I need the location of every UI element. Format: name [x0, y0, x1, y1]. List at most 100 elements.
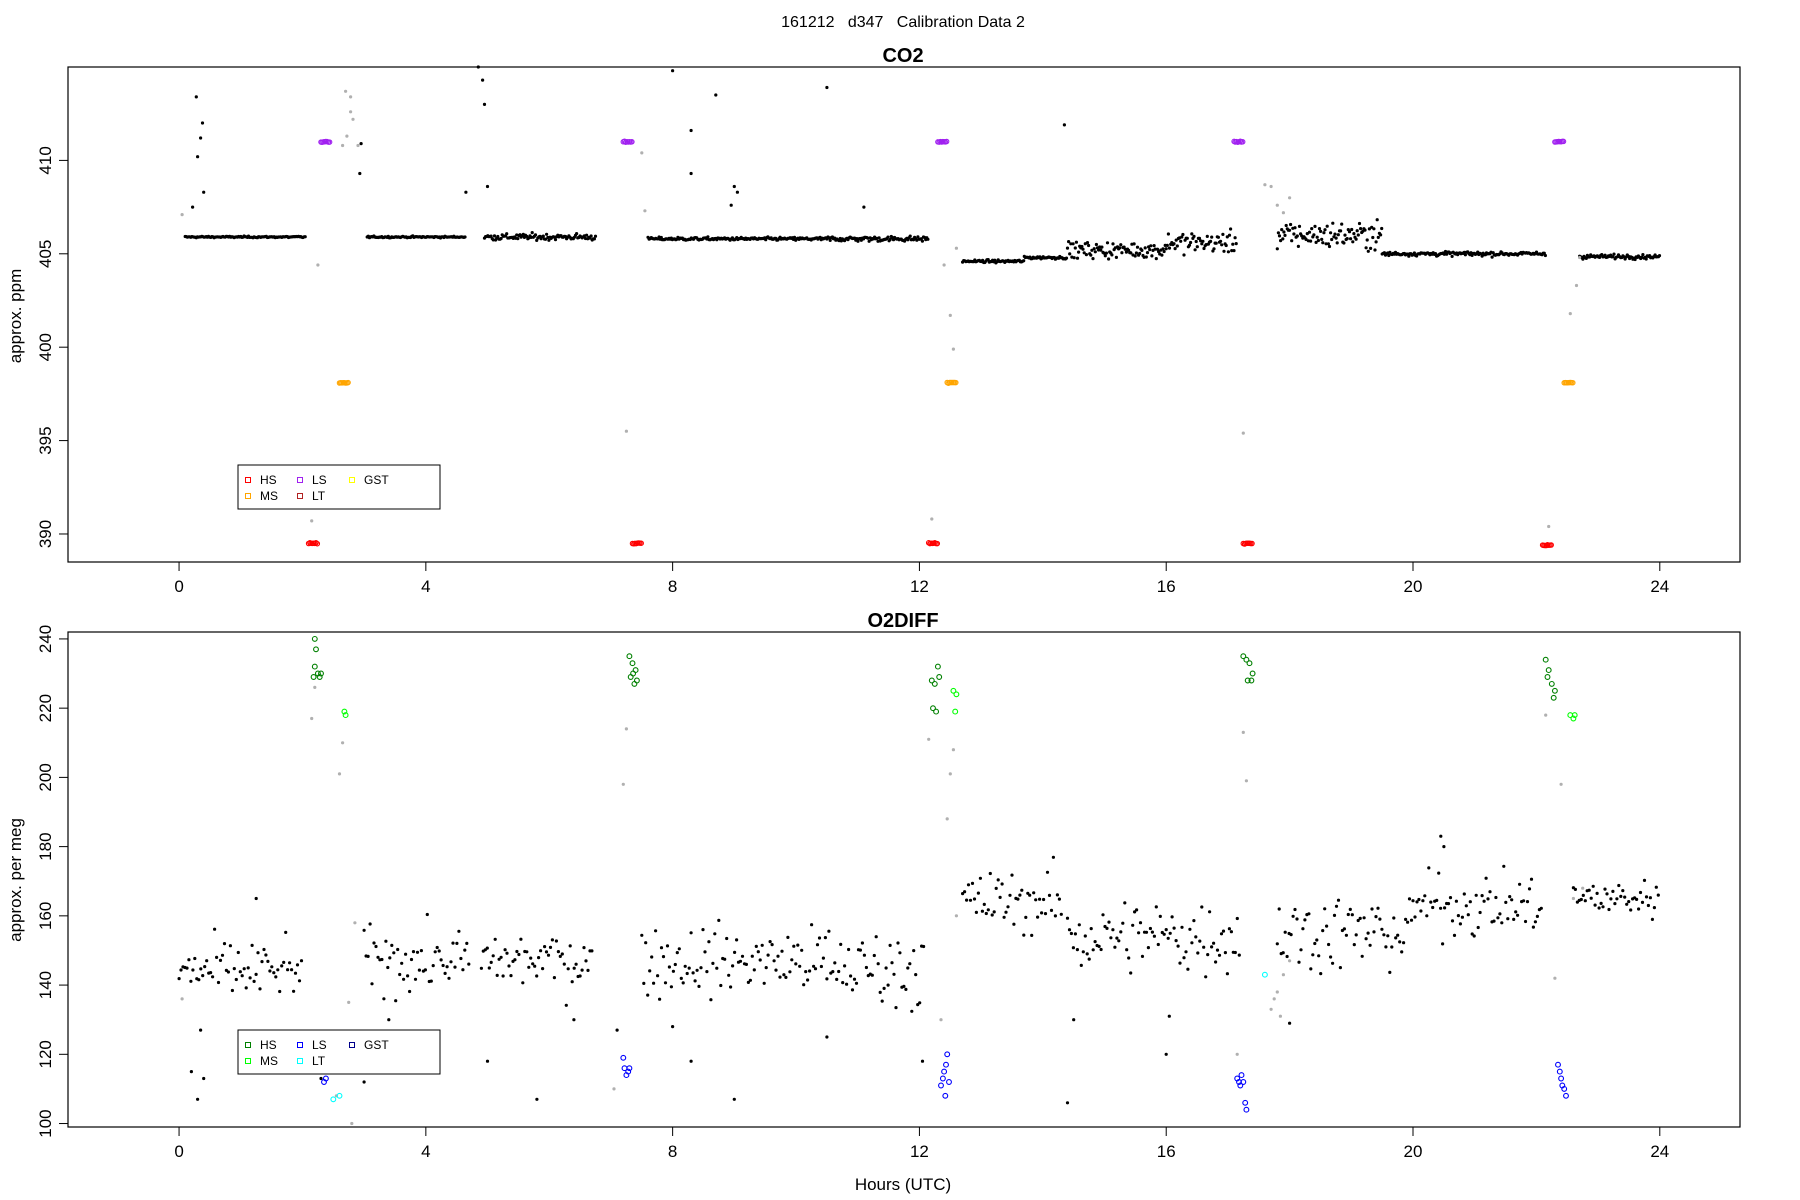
- o2diff-ambient-point: [501, 974, 505, 978]
- co2-flush-point: [1288, 196, 1292, 200]
- o2diff-ls-cal-point: [322, 1075, 329, 1082]
- o2diff-ambient-point: [543, 945, 547, 949]
- o2diff-ambient-point: [433, 950, 437, 954]
- co2-ambient-point: [1315, 235, 1319, 239]
- o2diff-ambient-point: [1591, 884, 1595, 888]
- o2diff-ambient-point: [1654, 885, 1658, 889]
- co2-ambient-point: [464, 190, 468, 194]
- o2diff-ambient-point: [810, 923, 814, 927]
- o2diff-ambient-point: [648, 969, 652, 973]
- co2-y-axis: 390 395 400 405 410: [36, 146, 69, 548]
- co2-ambient-point: [485, 184, 490, 189]
- co2-ambient-point: [1343, 233, 1347, 237]
- co2-ambient-point: [1222, 249, 1226, 253]
- o2diff-hs-cal-point: [311, 635, 318, 642]
- co2-ambient-point: [1175, 244, 1179, 248]
- co2-flush-point: [341, 143, 345, 148]
- o2diff-ls-cal-point: [1563, 1092, 1569, 1099]
- o2diff-ambient-point: [425, 912, 429, 917]
- o2diff-lt-cal-point: [1261, 971, 1268, 978]
- o2diff-ambient-point: [189, 979, 193, 983]
- o2diff-ambient-point: [738, 959, 743, 963]
- o2diff-ambient-point: [509, 974, 513, 978]
- co2-flush-point: [349, 110, 353, 114]
- co2-legend-label-hs: HS: [260, 473, 277, 487]
- co2-ambient-point: [1094, 242, 1098, 247]
- o2diff-ambient-point: [404, 952, 408, 956]
- o2diff-hs-cal-point: [313, 646, 319, 653]
- o2diff-ambient-point: [1323, 907, 1327, 911]
- co2-legend-swatch-ls: [297, 477, 303, 483]
- o2diff-ambient-point: [1601, 905, 1605, 909]
- o2diff-ambient-point: [1055, 893, 1059, 897]
- o2diff-ambient-point: [199, 967, 203, 971]
- o2diff-ambient-point: [798, 964, 802, 968]
- o2diff-ambient-point: [1411, 899, 1415, 903]
- co2-ambient-point: [1074, 240, 1078, 244]
- o2diff-ambient-point: [1321, 929, 1325, 933]
- o2diff-ls-cal-point: [625, 1068, 632, 1075]
- o2diff-ls-cal-point: [1561, 1085, 1568, 1092]
- o2diff-ambient-point: [1119, 930, 1123, 934]
- o2diff-flush-point: [1272, 997, 1276, 1001]
- co2-ambient-point: [1201, 239, 1205, 243]
- o2diff-ambient-point: [1138, 921, 1143, 925]
- co2-ambient-point: [1180, 235, 1184, 239]
- o2diff-ambient-point: [1285, 954, 1289, 959]
- co2-ambient-point: [1134, 251, 1138, 255]
- co2-ambient-point: [689, 171, 693, 176]
- o2diff-ambient-point: [1325, 924, 1329, 928]
- o2diff-ambient-point: [544, 950, 549, 954]
- co2-ambient-point: [1334, 236, 1338, 240]
- o2diff-ambient-point: [1002, 915, 1006, 919]
- o2diff-ambient-point: [1417, 897, 1421, 902]
- o2diff-ambient-point: [570, 980, 574, 984]
- o2diff-ambient-point: [764, 966, 768, 970]
- o2diff-flush-point: [337, 772, 342, 776]
- o2diff-ambient-point: [390, 943, 394, 948]
- co2-ambient-point: [1365, 238, 1369, 242]
- co2-ambient-point: [1641, 253, 1645, 257]
- o2diff-ambient-point: [556, 950, 561, 954]
- o2diff-ambient-point: [1010, 873, 1014, 877]
- o2diff-ambient-point: [786, 935, 790, 940]
- co2-ambient-point: [1373, 248, 1377, 252]
- co2-ambient-point: [1105, 241, 1110, 245]
- o2diff-ambient-point: [1419, 909, 1423, 913]
- o2diff-ambient-point: [1374, 915, 1378, 919]
- co2-ambient-point: [1143, 246, 1147, 250]
- co2-legend-label-ms: MS: [260, 489, 278, 503]
- o2diff-ambient-point: [1439, 834, 1443, 838]
- o2diff-ambient-point: [892, 972, 896, 976]
- co2-y-tick-label: 405: [36, 240, 55, 268]
- o2diff-ambient-point: [521, 981, 525, 985]
- o2diff-ambient-point: [1162, 932, 1166, 936]
- co2-flush-point: [344, 89, 348, 93]
- o2diff-ambient-point: [517, 952, 521, 957]
- co2-ambient-point: [1167, 246, 1172, 250]
- co2-ambient-point: [1297, 224, 1302, 228]
- co2-ambient-point: [489, 234, 493, 238]
- co2-ambient-point: [1307, 230, 1312, 234]
- o2diff-ambient-point: [1123, 901, 1127, 905]
- o2diff-ls-cal-point: [938, 1082, 944, 1089]
- o2diff-ambient-point: [1462, 892, 1466, 896]
- o2diff-ambient-point: [366, 954, 370, 959]
- co2-ambient-point: [1324, 242, 1328, 246]
- o2diff-ambient-point: [461, 968, 465, 972]
- co2-ambient-point: [1150, 254, 1154, 258]
- o2diff-ambient-point: [286, 968, 290, 972]
- o2diff-x-tick-label: 0: [174, 1142, 183, 1161]
- o2diff-ambient-point: [847, 947, 851, 952]
- co2-ambient-point: [1354, 237, 1358, 241]
- o2diff-ambient-point: [572, 1018, 576, 1022]
- co2-ambient-point: [1153, 247, 1157, 251]
- o2diff-ls-cal-point: [620, 1054, 627, 1061]
- o2diff-ambient-point: [1057, 897, 1061, 901]
- o2diff-hs-cal-point: [936, 674, 943, 680]
- co2-panel-title: CO2: [882, 45, 923, 67]
- o2diff-ambient-point: [1396, 933, 1400, 937]
- o2diff-hs-cal-point: [928, 677, 935, 684]
- co2-ambient-point: [1320, 237, 1324, 241]
